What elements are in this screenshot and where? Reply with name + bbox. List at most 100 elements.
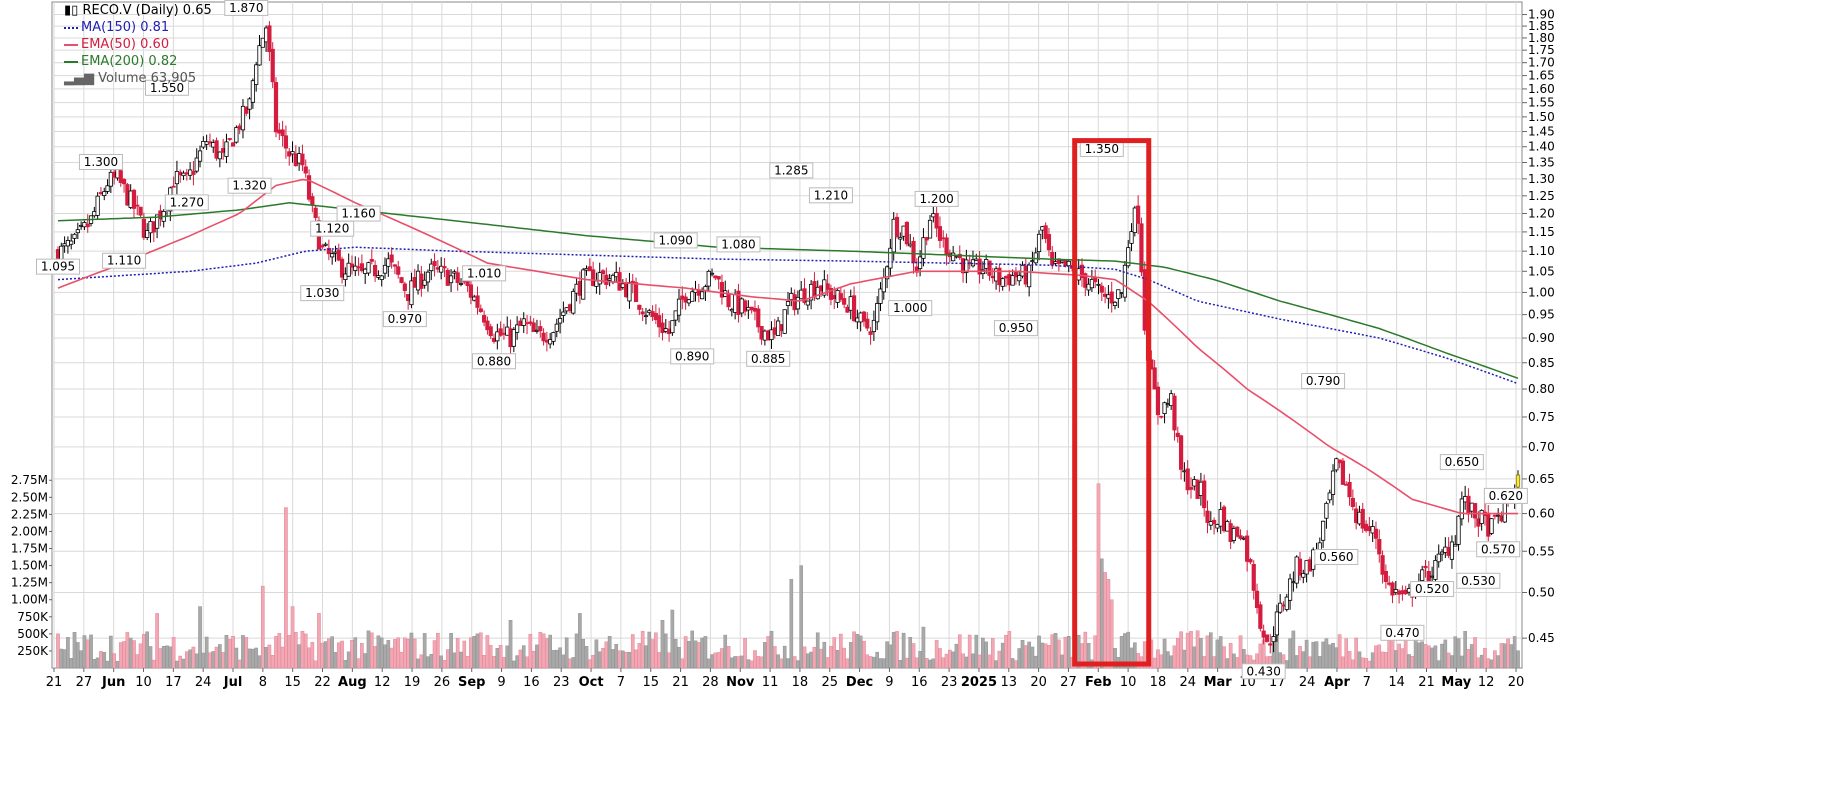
volume-bar: [753, 650, 757, 669]
volume-bar: [1205, 635, 1210, 669]
volume-bar: [135, 654, 140, 669]
volume-bar: [1301, 651, 1306, 669]
candle-body: [455, 272, 460, 284]
candle-body: [673, 310, 678, 321]
candle-body: [1304, 560, 1309, 575]
candle-body: [92, 211, 97, 217]
volume-bar: [495, 648, 500, 669]
candle-body: [1132, 207, 1137, 233]
candle-body: [439, 265, 444, 273]
candle-body: [1241, 537, 1246, 540]
time-tick-label: 11: [762, 675, 779, 690]
volume-bar: [1337, 634, 1342, 669]
volume-bar: [1483, 648, 1487, 669]
candle-body: [1017, 275, 1022, 282]
candle-body: [1337, 459, 1342, 464]
candle-body: [620, 283, 625, 288]
candle-body: [118, 170, 123, 183]
volume-bar: [1397, 643, 1401, 669]
price-extreme-label: 1.080: [721, 237, 755, 251]
price-extreme-label: 0.880: [477, 354, 511, 368]
volume-bar: [1159, 654, 1164, 669]
candle-body: [597, 272, 602, 285]
candle-body: [323, 243, 328, 246]
volume-bar: [125, 632, 130, 669]
volume-bar: [663, 633, 668, 669]
candle-body: [1363, 523, 1369, 531]
candle-body: [894, 216, 900, 238]
volume-bar: [657, 652, 661, 669]
time-tick-label: Sep: [458, 675, 486, 690]
candle-body: [653, 313, 658, 321]
volume-bar: [1156, 649, 1160, 669]
candle-body: [1380, 555, 1385, 575]
volume-bar: [1433, 645, 1438, 669]
volume-tick-label: 250K: [17, 644, 49, 658]
volume-bar: [614, 643, 619, 669]
candle-body: [1109, 291, 1114, 304]
volume-bar: [584, 646, 589, 669]
volume-bar: [356, 658, 361, 669]
legend-volume-label: Volume 63,905: [98, 71, 197, 86]
volume-bar: [713, 652, 718, 669]
candle-body: [1354, 508, 1359, 523]
candle-body: [1373, 528, 1379, 539]
price-label-box: [36, 258, 80, 275]
price-extreme-label: 1.120: [315, 222, 349, 236]
volume-bar: [479, 632, 483, 669]
volume-bar: [558, 647, 562, 669]
volume-bar: [594, 639, 599, 669]
volume-bar: [561, 654, 566, 669]
time-tick-label: 14: [1388, 675, 1405, 690]
candle-body: [1231, 528, 1237, 541]
candle-body: [1023, 265, 1028, 285]
volume-tick-label: 1.00M: [11, 593, 48, 607]
candle-body: [1043, 225, 1048, 239]
candle-body: [267, 25, 272, 53]
time-tick-label: 24: [195, 675, 212, 690]
price-label-box: [1476, 541, 1521, 558]
volume-bar: [918, 651, 922, 669]
volume-bar: [360, 643, 364, 669]
volume-bar: [145, 631, 149, 669]
price-extreme-label: 1.200: [919, 192, 953, 206]
volume-bar: [465, 656, 470, 669]
candle-body: [1003, 276, 1009, 279]
volume-bar: [1202, 656, 1206, 669]
candle-body: [1218, 509, 1223, 527]
volume-bar: [267, 644, 272, 669]
candle-body: [805, 300, 810, 306]
candle-body: [488, 326, 493, 337]
volume-bar: [1463, 631, 1467, 669]
volume-bar: [525, 656, 529, 669]
volume-bar: [990, 638, 995, 669]
volume-bar: [915, 657, 919, 669]
candle-body: [835, 290, 840, 303]
volume-bar: [746, 659, 751, 669]
candle-body: [1063, 259, 1068, 267]
candlestick-icon: ▮▯: [64, 3, 79, 18]
candle-body: [1208, 521, 1213, 526]
volume-bar: [445, 649, 450, 669]
time-tick-label: Nov: [726, 675, 755, 690]
volume-bar: [1179, 631, 1183, 669]
volume-bar: [161, 645, 166, 669]
candle-body: [937, 226, 943, 241]
volume-tick-label: 2.75M: [11, 473, 48, 487]
candle-body: [878, 288, 883, 304]
candle-body: [283, 135, 289, 149]
candle-body: [1330, 470, 1336, 495]
volume-bar: [792, 656, 797, 669]
candle-body: [1122, 264, 1128, 298]
volume-bar: [188, 649, 192, 669]
volume-bar: [224, 634, 229, 669]
candle-body: [1370, 526, 1375, 534]
volume-bar: [512, 660, 516, 669]
candle-body: [247, 98, 252, 110]
candle-body: [1423, 565, 1428, 569]
candle-body: [115, 169, 120, 179]
candle-body: [1235, 526, 1240, 537]
candle-body: [1426, 571, 1431, 582]
volume-bar: [845, 658, 850, 669]
volume-bar: [611, 649, 615, 669]
